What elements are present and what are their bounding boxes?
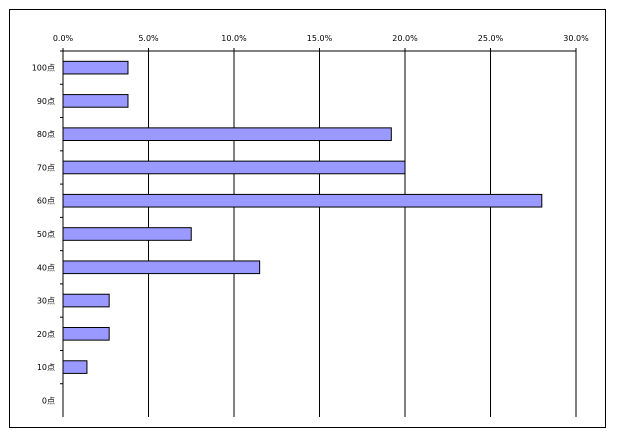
bars bbox=[62, 60, 543, 374]
bar bbox=[62, 94, 129, 108]
y-tick-label: 100点 bbox=[32, 64, 55, 73]
x-tick-label: 30.0% bbox=[563, 34, 589, 43]
y-tick-label: 40点 bbox=[37, 263, 55, 272]
y-tick-label: 50点 bbox=[37, 230, 55, 239]
bar bbox=[62, 160, 406, 175]
bar bbox=[62, 326, 110, 341]
bar bbox=[62, 193, 543, 208]
chart-frame bbox=[9, 9, 606, 428]
bar bbox=[62, 260, 261, 275]
x-tick-label: 15.0% bbox=[307, 34, 333, 43]
y-tick-label: 0点 bbox=[42, 396, 55, 405]
x-tick-labels: 0.0% 5.0% 10.0% 15.0% 20.0% 25.0% 30.0% bbox=[53, 34, 589, 43]
x-tick-label: 10.0% bbox=[221, 34, 247, 43]
axes bbox=[60, 48, 577, 417]
y-tick-label: 30点 bbox=[37, 297, 55, 306]
y-tick-label: 80点 bbox=[37, 130, 55, 139]
bar bbox=[62, 293, 110, 308]
x-tick-label: 25.0% bbox=[478, 34, 504, 43]
x-tick-label: 0.0% bbox=[53, 34, 74, 43]
y-tick-label: 90点 bbox=[37, 97, 55, 106]
bar bbox=[62, 227, 192, 241]
x-tick-label: 5.0% bbox=[138, 34, 159, 43]
y-tick-labels: 100点 90点 80点 70点 60点 50点 40点 30点 20点 10点 0点 bbox=[32, 64, 55, 406]
y-tick-label: 60点 bbox=[37, 197, 55, 206]
gridlines bbox=[148, 51, 577, 417]
y-tick-label: 10点 bbox=[37, 363, 55, 372]
bar bbox=[62, 360, 88, 374]
y-tick-label: 20点 bbox=[37, 330, 55, 339]
bar bbox=[62, 127, 392, 142]
x-tick-label: 20.0% bbox=[392, 34, 418, 43]
bar bbox=[62, 60, 129, 75]
y-tick-label: 70点 bbox=[37, 163, 55, 172]
